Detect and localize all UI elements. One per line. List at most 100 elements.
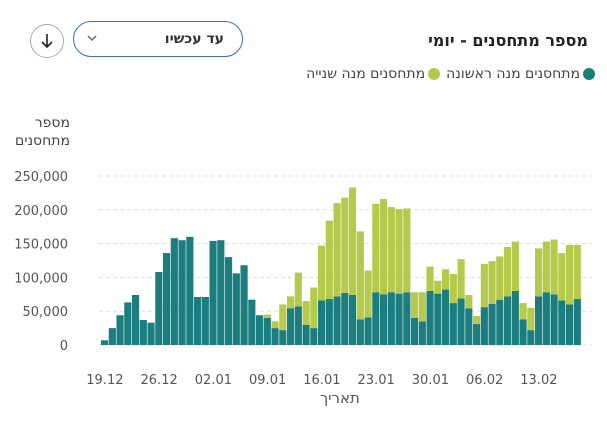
bar-segment	[302, 324, 310, 345]
bar-segment	[310, 287, 318, 329]
bar-segment	[271, 328, 279, 345]
bar-segment	[178, 240, 186, 345]
bar-segment	[139, 319, 147, 345]
bar-segment	[263, 317, 271, 345]
bar-segment	[411, 317, 419, 345]
bar-segment	[256, 315, 264, 345]
bar-segment	[341, 197, 349, 293]
x-tick-label: 16.01	[303, 373, 340, 388]
legend-dot	[583, 68, 595, 80]
bar-segment	[333, 203, 341, 297]
bar-segment	[527, 330, 535, 345]
title: מספר מתחסנים - יומי	[428, 31, 588, 50]
bar-segment	[380, 294, 388, 345]
bar-segment	[271, 321, 279, 329]
bar-segment	[426, 290, 434, 345]
bar-segment	[558, 300, 566, 345]
legend: מתחסנים מנה ראשונה מתחסנים מנה שנייה	[306, 66, 595, 82]
bar-segment	[209, 240, 217, 345]
legend-dot	[428, 68, 441, 80]
y-axis-label: מספר מתחסנים	[15, 115, 70, 149]
legend-label: מתחסנים מנה שנייה	[306, 66, 426, 82]
bar-segment	[356, 319, 364, 345]
bar-segment	[248, 299, 256, 345]
bar-segment	[294, 306, 302, 345]
x-tick-label: 09.01	[249, 373, 286, 388]
bar-segment	[240, 265, 248, 345]
bar-segment	[465, 308, 473, 345]
bar-segment	[232, 273, 240, 345]
bar-segment	[124, 302, 132, 345]
bar-segment	[449, 274, 457, 304]
bar-segment	[287, 308, 295, 345]
bar-segment	[364, 317, 372, 345]
bar-segment	[387, 292, 395, 345]
y-tick-label: 100,000	[14, 271, 68, 286]
bar-segment	[356, 231, 364, 320]
bar-segment	[186, 236, 194, 345]
legend-label: מתחסנים מנה ראשונה	[446, 66, 580, 82]
bar-segment	[558, 253, 566, 301]
bar-segment	[550, 239, 558, 295]
bar-segment	[395, 209, 403, 294]
bar-segment	[201, 297, 209, 345]
bar-segment	[480, 263, 488, 308]
bar-segment	[325, 220, 333, 300]
chevron	[87, 35, 97, 42]
bar-segment	[504, 296, 512, 345]
bar-segment	[325, 299, 333, 345]
bar-segment	[147, 322, 155, 345]
bar-segment	[426, 266, 434, 291]
bar-segment	[504, 246, 512, 297]
bar-segment	[318, 300, 326, 345]
bar-segment	[418, 321, 426, 345]
bar-segment	[527, 307, 535, 331]
bar-segment	[364, 270, 372, 318]
download-button[interactable]	[30, 24, 64, 58]
bar-segment	[341, 292, 349, 345]
legend-item: מתחסנים מנה שנייה	[306, 66, 441, 82]
x-tick-label: 06.02	[466, 373, 503, 388]
bar-segment	[434, 293, 442, 345]
y-tick-label: 200,000	[14, 204, 68, 219]
bar-segment	[566, 244, 574, 305]
bar-segment	[225, 257, 233, 345]
x-tick-label: 02.01	[195, 373, 232, 388]
bar-segment	[372, 292, 380, 345]
bar-segment	[519, 319, 527, 345]
x-tick-label: 19.12	[86, 373, 123, 388]
dropdown[interactable]: עד עכשיו	[73, 21, 243, 57]
bar-segment	[442, 269, 450, 290]
bar-segment	[496, 256, 504, 300]
bar-segment	[542, 241, 550, 293]
bar-segment	[279, 304, 287, 331]
bar-segment	[380, 198, 388, 295]
bar-segment	[101, 340, 109, 345]
bar-segment	[573, 299, 581, 345]
bar-segment	[519, 303, 527, 320]
bar-segment	[217, 240, 225, 345]
bar-segment	[116, 315, 124, 345]
bar-segment	[279, 330, 287, 345]
bar-segment	[457, 259, 465, 299]
bar-segment	[434, 280, 442, 294]
bar-segment	[488, 303, 496, 345]
bar-segment	[550, 294, 558, 345]
bar-segment	[263, 314, 271, 318]
bar-segment	[457, 298, 465, 345]
bar-segment	[566, 304, 574, 345]
bar-segment	[511, 290, 519, 345]
bar-segment	[194, 297, 202, 345]
bar-segment	[155, 271, 163, 345]
bar-segment	[349, 294, 357, 345]
bar-segment	[535, 248, 543, 297]
bar-segment	[294, 272, 302, 307]
y-tick-label: 50,000	[23, 305, 69, 320]
bar-segment	[170, 238, 178, 345]
x-tick-label: 26.12	[141, 373, 178, 388]
bar-segment	[511, 241, 519, 291]
bar-segment	[418, 292, 426, 322]
bar-segment	[310, 328, 318, 345]
bar-segment	[108, 328, 116, 345]
